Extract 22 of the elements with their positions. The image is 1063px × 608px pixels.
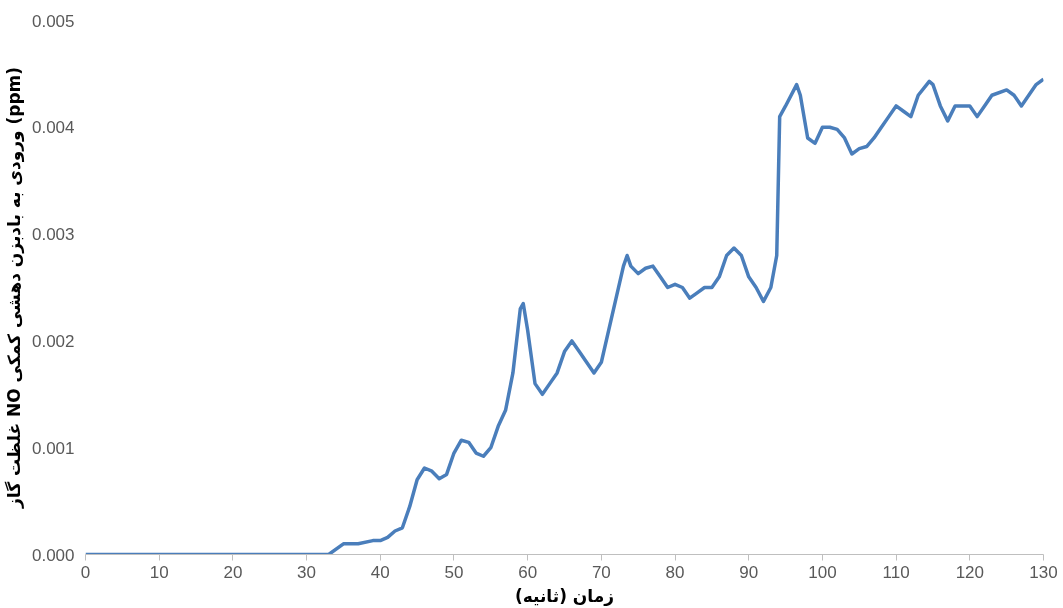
y-tick-label: 0.005 [31,11,75,31]
x-tick-label: 130 [1029,562,1058,582]
x-tick-label: 20 [223,562,243,582]
x-tick-label: 110 [882,562,910,582]
x-tick-label: 90 [739,562,759,582]
x-tick-label: 70 [591,562,611,582]
x-tick-label: 30 [297,562,317,582]
y-tick-label: 0.001 [31,438,75,458]
x-tick-label: 60 [518,562,538,582]
x-tick-label: 40 [370,562,390,582]
y-axis-title: غلظت گاز NO ورودی به بادبزن دهشی کمکی (ppm) [3,66,25,510]
x-axis-title: زمان (ثانیه) [514,585,615,606]
x-tick-label: 10 [149,562,169,582]
x-tick-label: 50 [444,562,464,582]
x-tick-label: 80 [665,562,685,582]
y-tick-label: 0.004 [31,118,75,138]
y-tick-label: 0.003 [31,225,75,245]
y-tick-label: 0.000 [31,545,75,565]
y-tick-label: 0.002 [31,331,75,351]
x-tick-label: 100 [808,562,837,582]
x-tick-label: 0 [80,562,91,582]
x-tick-label: 120 [955,562,984,582]
